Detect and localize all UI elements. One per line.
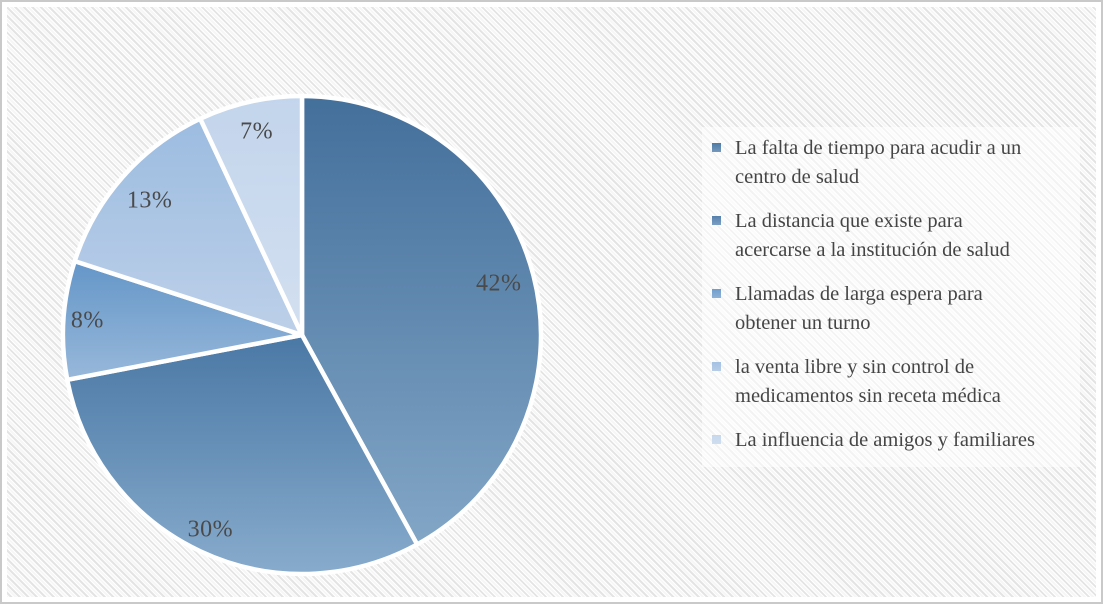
legend-bullet-icon (712, 143, 721, 152)
legend-bullet-icon (712, 289, 721, 298)
pie-slice-4 (72, 116, 305, 338)
legend-label: Llamadas de larga espera para obtener un… (735, 283, 983, 334)
data-label-13: 13% (126, 187, 173, 214)
legend-label: la venta libre y sin control de medicame… (735, 356, 1001, 407)
legend-item-1: La falta de tiempo para acudir a un cent… (712, 134, 1035, 192)
pie-slice-1 (299, 93, 544, 547)
legend-label: La falta de tiempo para acudir a un cent… (735, 137, 1022, 188)
legend-label: La influencia de amigos y familiares (735, 429, 1035, 451)
pie-slice-2 (64, 332, 420, 577)
legend-label: La distancia que existe para acercarse a… (735, 210, 1010, 261)
pie-slice-5 (197, 93, 305, 338)
data-label-7: 7% (240, 118, 274, 145)
data-label-8: 8% (70, 307, 104, 334)
legend-item-4: la venta libre y sin control de medicame… (712, 353, 1035, 411)
legend-item-2: La distancia que existe para acercarse a… (712, 207, 1035, 265)
pie-slice-3 (60, 258, 305, 383)
chart-legend: La falta de tiempo para acudir a un cent… (702, 127, 1080, 467)
legend-bullet-icon (712, 435, 721, 444)
legend-item-3: Llamadas de larga espera para obtener un… (712, 280, 1035, 338)
legend-bullet-icon (712, 362, 721, 371)
legend-item-5: La influencia de amigos y familiares (712, 426, 1035, 455)
data-label-30: 30% (187, 516, 234, 543)
data-label-42: 42% (476, 270, 522, 297)
legend-bullet-icon (712, 216, 721, 225)
